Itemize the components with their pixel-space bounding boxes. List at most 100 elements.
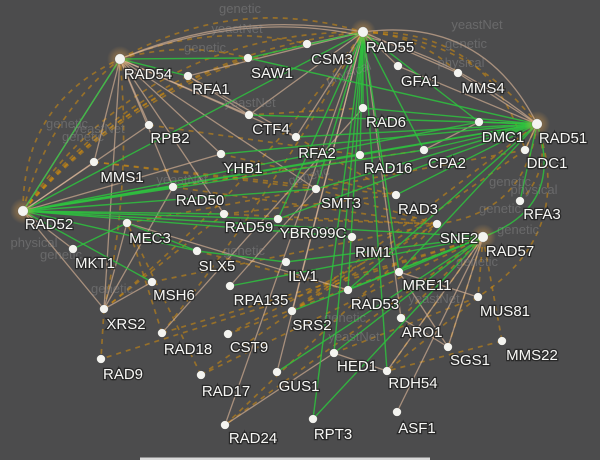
edge-physical-RDH54-RAD57 xyxy=(386,236,484,372)
node-GFA1[interactable] xyxy=(393,61,403,71)
edge-yeastNet-SRS2-SNF2 xyxy=(291,223,438,312)
watermark-yeastNet: yeastNet xyxy=(211,21,263,36)
node-CSM3[interactable] xyxy=(302,39,312,49)
edge-physical-XRS2-MSH6 xyxy=(103,281,153,310)
edge-genetic-RAD51-SMT3 xyxy=(315,123,538,190)
node-ARO1[interactable] xyxy=(396,313,406,323)
node-label-MRE11: MRE11 xyxy=(403,277,452,294)
node-YHB1[interactable] xyxy=(216,149,226,159)
node-label-RFA2: RFA2 xyxy=(298,145,336,162)
edge-physical-RAD54-RAD59 xyxy=(119,58,225,215)
edge-genetic-RAD55-YBR099C xyxy=(277,31,364,220)
node-RAD24[interactable] xyxy=(220,420,230,430)
node-RPT3[interactable] xyxy=(308,414,318,424)
node-RIM1[interactable] xyxy=(347,232,357,242)
edge-physical-RAD54-MMS1 xyxy=(93,58,121,163)
node-SRS2[interactable] xyxy=(287,306,297,316)
node-RFA2[interactable] xyxy=(291,132,301,142)
edge-physical-RAD55-RAD24 xyxy=(224,31,364,426)
node-RPB2[interactable] xyxy=(144,120,154,130)
node-label-MEC3: MEC3 xyxy=(129,230,171,247)
layer-labels: RAD54 RAD55 CSM3 SAW1 RFA1 GFA1 MMS4 RAD6 DMC1 RA… xyxy=(24,38,589,449)
node-ILV1[interactable] xyxy=(281,257,291,267)
edge-yeastNet-RAD57-RAD24 xyxy=(224,236,484,426)
node-label-YHB1: YHB1 xyxy=(223,160,262,177)
edge-yeastNet-RAD17-MEC3 xyxy=(126,222,202,376)
edge-yeastNet-RAD18-RAD55 xyxy=(161,31,364,334)
node-label-MKT1: MKT1 xyxy=(75,255,115,272)
edge-physical-RAD55-ARO1 xyxy=(362,31,402,319)
node-MKT1[interactable] xyxy=(68,244,78,254)
node-RAD53[interactable] xyxy=(343,285,353,295)
node-RAD59[interactable] xyxy=(219,209,229,219)
edge-genetic-MEC3-SLX5 xyxy=(126,222,198,252)
node-RAD16[interactable] xyxy=(355,150,365,160)
edge-yeastNet-MMS1-RAD3 xyxy=(93,161,397,196)
watermark-genetic: genetic xyxy=(489,174,531,189)
node-label-RAD54: RAD54 xyxy=(124,66,172,83)
edge-genetic-RAD51-RAD6 xyxy=(362,107,538,125)
node-SGS1[interactable] xyxy=(443,342,453,352)
node-MMS4[interactable] xyxy=(453,68,463,78)
node-MEC3[interactable] xyxy=(122,218,132,228)
edge-genetic-RAD54-SAW1 xyxy=(119,57,249,60)
edge-physical-RPA135-SMT3 xyxy=(229,188,317,287)
node-CST9[interactable] xyxy=(223,329,233,339)
node-SMT3[interactable] xyxy=(311,184,321,194)
node-RFA3[interactable] xyxy=(515,196,525,206)
node-ASF1[interactable] xyxy=(392,407,402,417)
node-RAD9[interactable] xyxy=(96,354,106,364)
edge-genetic-RAD51-SAW1 xyxy=(247,57,538,125)
node-SLX5[interactable] xyxy=(192,246,202,256)
node-MSH6[interactable] xyxy=(147,277,157,287)
edge-physical-RDH54-HED1 xyxy=(333,352,388,372)
node-RAD55[interactable] xyxy=(357,26,369,38)
edge-genetic-RAD52-RAD50 xyxy=(22,186,174,212)
node-RAD50[interactable] xyxy=(168,182,178,192)
node-YBR099C[interactable] xyxy=(273,214,283,224)
node-MRE11[interactable] xyxy=(394,267,404,277)
edge-physical-RAD52-RPB2 xyxy=(22,124,150,212)
node-RAD6[interactable] xyxy=(358,103,368,113)
watermark-genetic: genetic xyxy=(497,222,539,237)
node-DMC1[interactable] xyxy=(474,117,484,127)
node-RAD51[interactable] xyxy=(531,118,543,130)
edge-physical-RAD54-XRS2 xyxy=(103,58,121,310)
node-GUS1[interactable] xyxy=(272,367,282,377)
edge-physical-RAD57-SGS1 xyxy=(447,236,484,348)
edge-genetic-RAD51-RFA2 xyxy=(295,123,538,138)
node-RAD3[interactable] xyxy=(391,190,401,200)
node-RAD54[interactable] xyxy=(114,53,126,65)
edge-genetic-RAD52-RIM1 xyxy=(22,210,353,238)
edge-genetic-RAD55-RAD53 xyxy=(347,31,364,291)
node-CPA2[interactable] xyxy=(419,145,429,155)
node-RFA1[interactable] xyxy=(183,71,193,81)
node-label-SRS2: SRS2 xyxy=(292,317,331,334)
node-RAD52[interactable] xyxy=(17,205,29,217)
node-SAW1[interactable] xyxy=(243,53,253,63)
node-MMS22[interactable] xyxy=(497,336,507,346)
node-XRS2[interactable] xyxy=(99,304,109,314)
node-label-RAD57: RAD57 xyxy=(486,243,534,260)
edge-physical-RAD54-RAD51 xyxy=(119,26,538,125)
edge-physical-RAD51-GFA1 xyxy=(397,65,538,125)
edge-physical-RFA1-RFA2 xyxy=(187,75,297,138)
node-CTF4[interactable] xyxy=(244,110,254,120)
edge-physical-RAD52-YHB1 xyxy=(22,153,222,212)
node-MUS81[interactable] xyxy=(473,292,483,302)
node-HED1[interactable] xyxy=(329,348,339,358)
edge-genetic-RAD51-RAD57 xyxy=(482,123,545,238)
node-MMS1[interactable] xyxy=(89,157,99,167)
node-RPA135[interactable] xyxy=(225,281,235,291)
node-RDH54[interactable] xyxy=(382,366,392,376)
node-DDC1[interactable] xyxy=(520,145,530,155)
node-label-CTF4: CTF4 xyxy=(252,121,290,138)
node-RAD57[interactable] xyxy=(477,231,489,243)
node-RAD18[interactable] xyxy=(157,328,167,338)
node-label-RAD17: RAD17 xyxy=(202,383,250,400)
node-RAD17[interactable] xyxy=(196,370,206,380)
edge-genetic-RAD51-YBR099C xyxy=(277,123,538,220)
node-SNF2[interactable] xyxy=(432,219,442,229)
node-label-RAD3: RAD3 xyxy=(398,201,438,218)
